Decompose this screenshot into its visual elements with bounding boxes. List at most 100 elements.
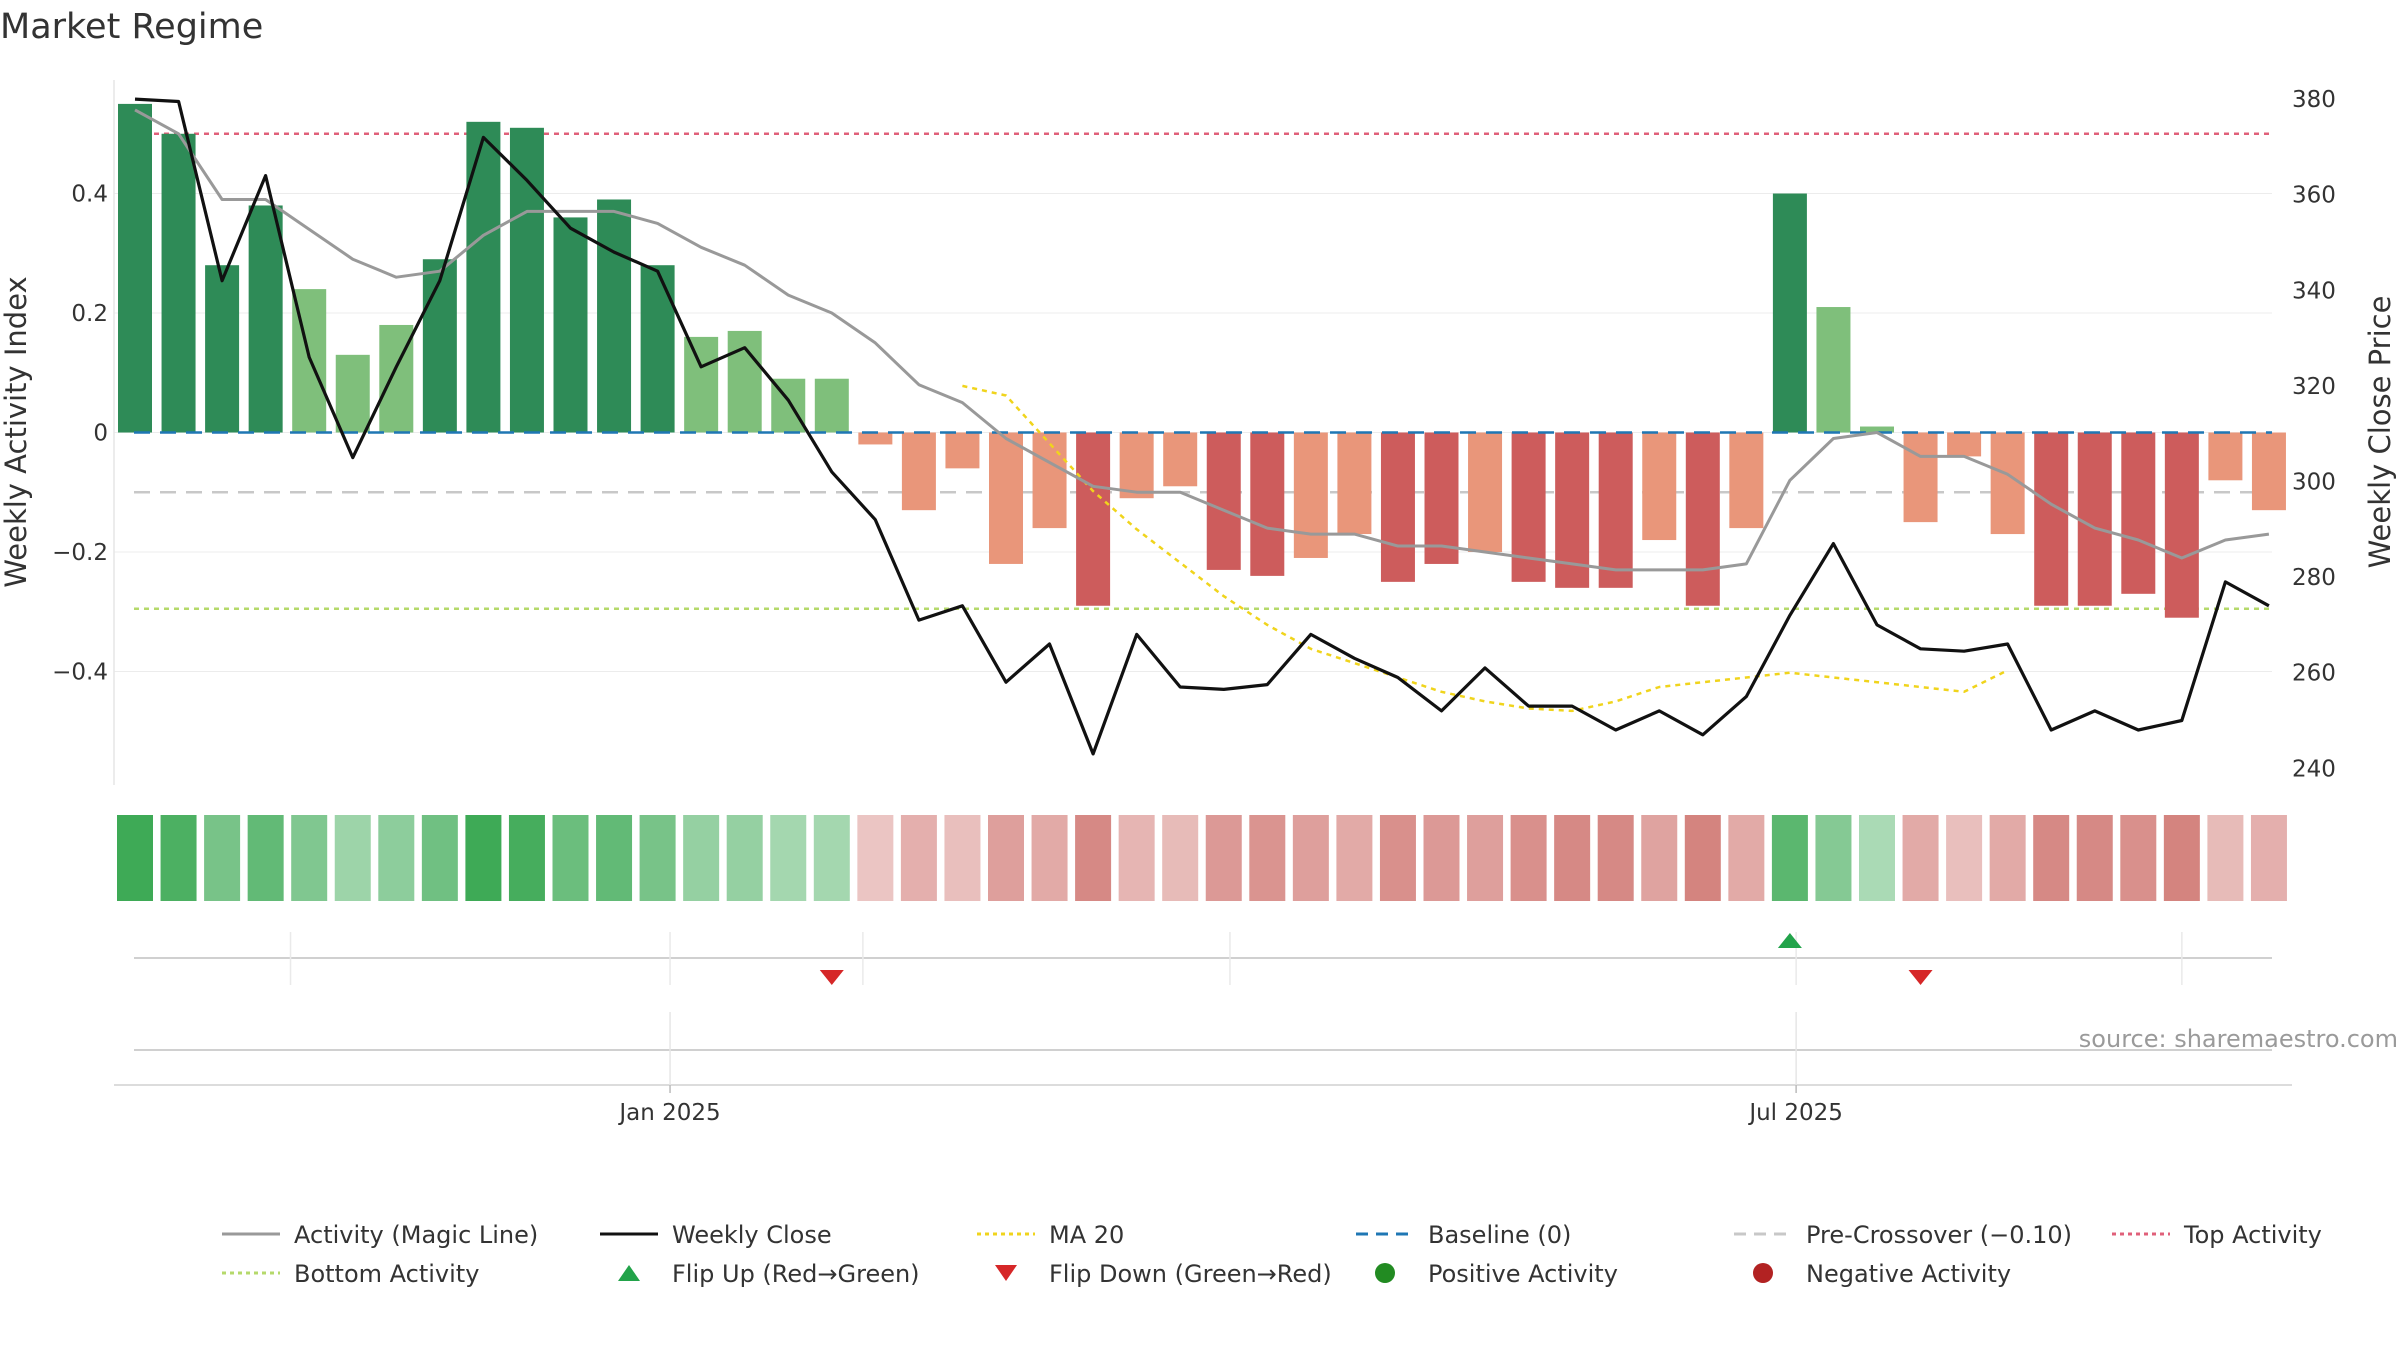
activity-bar <box>1119 432 1154 499</box>
activity-bar <box>1163 432 1198 487</box>
activity-bar <box>509 127 544 433</box>
intensity-cell <box>2250 815 2287 901</box>
y-axis-label: Weekly Activity Index <box>0 276 33 587</box>
intensity-cell <box>1336 815 1373 901</box>
intensity-cell <box>2120 815 2157 901</box>
intensity-cell <box>117 815 153 901</box>
y2-tick-label: 320 <box>2292 374 2336 400</box>
activity-bar <box>901 432 936 511</box>
activity-bar <box>553 217 588 433</box>
activity-bar <box>1032 432 1067 529</box>
intensity-cell <box>2207 815 2244 901</box>
legend-label: Top Activity <box>2183 1221 2322 1249</box>
intensity-cell <box>1379 815 1416 901</box>
activity-bar <box>989 432 1023 564</box>
activity-bar <box>2164 432 2199 618</box>
intensity-cell <box>726 815 763 901</box>
activity-bar <box>1076 432 1111 606</box>
intensity-cell <box>508 815 545 901</box>
activity-bar <box>335 354 370 433</box>
activity-bars <box>118 103 2286 618</box>
intensity-cell <box>160 815 197 901</box>
activity-bar <box>2251 432 2286 511</box>
intensity-cell <box>1467 815 1504 901</box>
activity-bar <box>1206 432 1241 570</box>
intensity-cell <box>683 815 720 901</box>
activity-bar <box>205 265 240 433</box>
activity-bar <box>161 133 196 433</box>
activity-bar <box>1685 432 1720 606</box>
y2-tick-label: 280 <box>2292 565 2336 591</box>
intensity-cell <box>770 815 807 901</box>
activity-bar <box>1860 426 1894 433</box>
y2-tick-label: 240 <box>2292 756 2336 782</box>
activity-bar <box>1947 432 1982 457</box>
date-axis-panel: Jan 2025 Jul 2025 <box>114 1012 2292 1126</box>
activity-bar <box>1598 432 1633 588</box>
y-tick-label: 0 <box>93 421 108 447</box>
flip-down-marker <box>819 970 844 985</box>
weekly-close-line <box>134 97 2270 756</box>
activity-bar <box>945 432 980 469</box>
intensity-cell <box>1902 815 1939 901</box>
y2-tick-label: 260 <box>2292 661 2336 687</box>
intensity-cell <box>813 815 850 901</box>
intensity-cell <box>378 815 415 901</box>
intensity-cell <box>1162 815 1199 901</box>
y-tick-label: 0.4 <box>71 182 108 208</box>
intensity-cell <box>1554 815 1591 901</box>
activity-bar <box>684 336 719 433</box>
intensity-cell <box>1684 815 1721 901</box>
legend: Activity (Magic Line) Weekly Close MA 20 Ba… <box>222 1221 2322 1288</box>
activity-bar <box>858 432 893 445</box>
intensity-strip <box>117 815 2287 901</box>
intensity-cell <box>1205 815 1242 901</box>
activity-bar <box>1250 432 1285 576</box>
intensity-cell <box>596 815 633 901</box>
activity-bar <box>2034 432 2069 606</box>
activity-bar <box>1772 193 1807 433</box>
activity-bar <box>640 265 675 433</box>
legend-label: Activity (Magic Line) <box>294 1221 538 1249</box>
intensity-cell <box>421 815 458 901</box>
tick-labels: 0.4 0.2 0 −0.2 −0.4 380 360 340 320 300 280 260 240 <box>52 87 2336 782</box>
intensity-cell <box>2076 815 2113 901</box>
intensity-cell <box>2033 815 2070 901</box>
intensity-cell <box>1292 815 1329 901</box>
legend-label: MA 20 <box>1049 1221 1124 1249</box>
y-tick-label: 0.2 <box>71 301 108 327</box>
intensity-cell <box>1510 815 1547 901</box>
intensity-cell <box>204 815 241 901</box>
legend-dot-icon <box>1375 1263 1395 1283</box>
intensity-cell <box>334 815 371 901</box>
intensity-cell <box>1641 815 1678 901</box>
activity-bar <box>1642 432 1677 541</box>
flip-markers-panel <box>134 932 2272 985</box>
activity-bar <box>1903 432 1938 523</box>
legend-label: Flip Down (Green→Red) <box>1049 1260 1332 1288</box>
activity-bar <box>1337 432 1372 535</box>
x-tick-label: Jan 2025 <box>617 1100 720 1126</box>
flip-down-marker <box>1908 970 1933 985</box>
intensity-cell <box>1118 815 1155 901</box>
activity-bar <box>422 259 457 433</box>
activity-bar <box>597 199 632 433</box>
magic-line <box>134 108 2270 572</box>
legend-label: Negative Activity <box>1806 1260 2011 1288</box>
y2-tick-label: 380 <box>2292 87 2336 113</box>
legend-label: Weekly Close <box>672 1221 832 1249</box>
legend-dot-icon <box>1753 1263 1773 1283</box>
activity-bar <box>1816 307 1851 433</box>
y2-tick-label: 360 <box>2292 183 2336 209</box>
intensity-cell <box>1249 815 1286 901</box>
ma20-line <box>962 384 2009 713</box>
activity-bar <box>1293 432 1328 558</box>
intensity-cell <box>639 815 676 901</box>
series-lines <box>134 97 2270 756</box>
intensity-cell <box>1423 815 1460 901</box>
y2-axis-label: Weekly Close Price <box>2363 296 2397 569</box>
activity-bar <box>1380 432 1415 582</box>
activity-bar <box>1424 432 1459 564</box>
intensity-cell <box>1075 815 1112 901</box>
